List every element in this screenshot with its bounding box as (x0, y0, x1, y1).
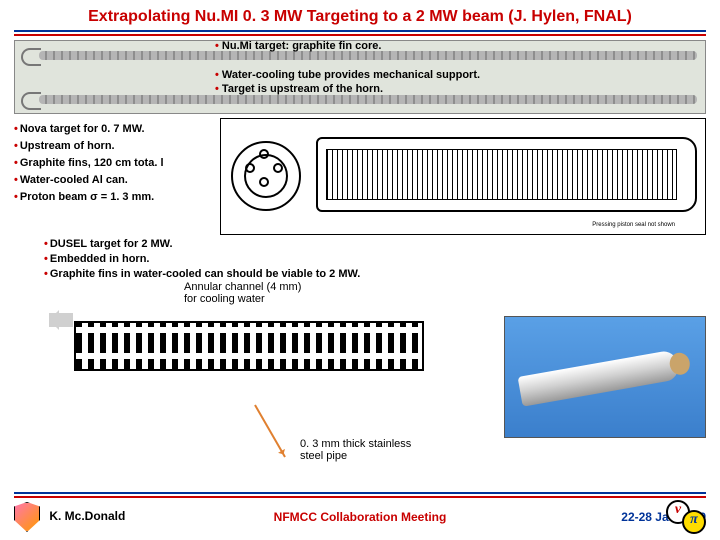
footer: K. Mc.Donald NFMCC Collaboration Meeting… (14, 488, 706, 532)
nufact-mucoll-logo-icon (666, 500, 706, 534)
drawing-caption: Pressing piston seal not shown (592, 222, 675, 228)
caption-cooling: • Water-cooling tube provides mechanical… (215, 69, 480, 81)
nova-bullet-list: •Nova target for 0. 7 MW. •Upstream of h… (14, 118, 214, 235)
rule-red (14, 34, 706, 36)
dusel-bullet-list: •DUSEL target for 2 MW. •Embedded in hor… (14, 238, 706, 280)
caption-upstream: • Target is upstream of the horn. (215, 83, 383, 95)
engineering-drawing: Pressing piston seal not shown (220, 118, 706, 235)
bullet-item: •Proton beam σ = 1. 3 mm. (14, 191, 214, 203)
flow-arrow-icon (49, 313, 73, 327)
rule-blue (14, 30, 706, 32)
row-nova: •Nova target for 0. 7 MW. •Upstream of h… (14, 118, 706, 235)
bullet-item: •Graphite fins, 120 cm tota. l (14, 157, 214, 169)
caption-core: • Nu.Mi target: graphite fin core. (215, 40, 381, 52)
princeton-shield-icon (14, 502, 40, 532)
footer-author: K. Mc.Donald (14, 502, 174, 532)
rule-red (14, 496, 706, 498)
bullet-item: •Nova target for 0. 7 MW. (14, 123, 214, 135)
bullet-item: •Graphite fins in water-cooled can shoul… (44, 268, 706, 280)
callout-pipe: 0. 3 mm thick stainless steel pipe (300, 438, 470, 462)
page-title: Extrapolating Nu.MI 0. 3 MW Targeting to… (14, 8, 706, 26)
leader-line (254, 405, 286, 458)
bullet-item: •Water-cooled Al can. (14, 174, 214, 186)
rule-blue (14, 492, 706, 494)
callout-channel: Annular channel (4 mm) for cooling water (184, 281, 384, 305)
photo-target-can (504, 316, 706, 438)
footer-meeting: NFMCC Collaboration Meeting (174, 510, 546, 524)
bullet-item: •Upstream of horn. (14, 140, 214, 152)
bullet-item: •Embedded in horn. (44, 253, 706, 265)
pipe-cross-section (44, 311, 424, 371)
photo-numi-target: • Nu.Mi target: graphite fin core. • Wat… (14, 40, 706, 114)
bullet-item: •DUSEL target for 2 MW. (44, 238, 706, 250)
